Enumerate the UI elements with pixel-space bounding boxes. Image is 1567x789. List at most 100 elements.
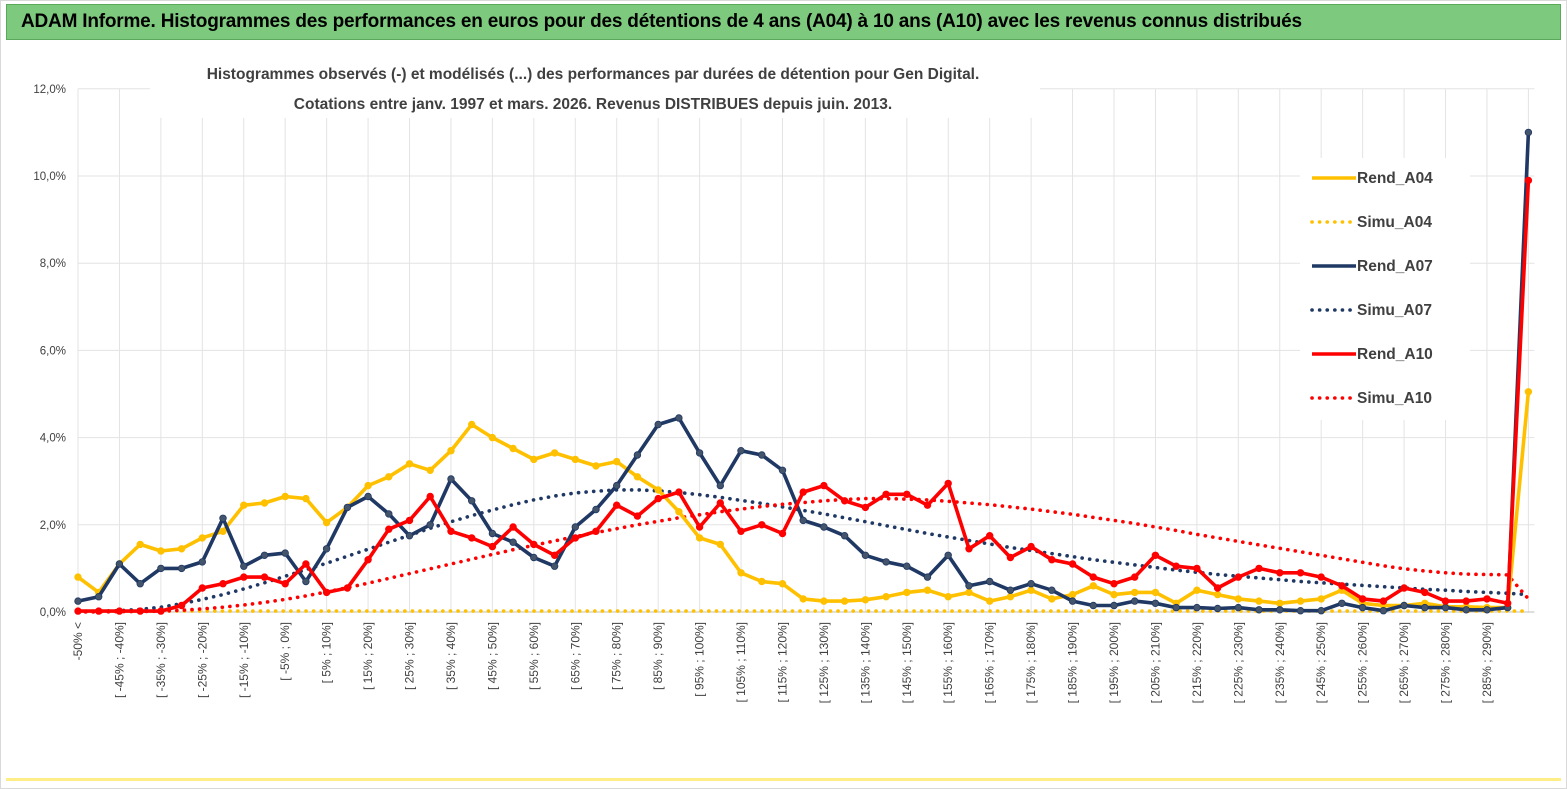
- point-rend-a10: [592, 527, 600, 535]
- point-rend-a07: [405, 532, 414, 540]
- point-rend-a10: [1524, 176, 1533, 185]
- point-rend-a10: [633, 512, 642, 520]
- point-rend-a07: [1048, 586, 1056, 594]
- x-tick-label: [ 215% ; 220%]: [1190, 622, 1204, 703]
- point-rend-a04: [488, 433, 497, 442]
- x-tick-label: [ -45% ; -40%]: [112, 622, 126, 698]
- point-rend-a04: [1130, 588, 1139, 597]
- point-rend-a10: [778, 529, 787, 538]
- point-rend-a04: [530, 455, 538, 464]
- point-rend-a10: [115, 607, 124, 615]
- point-rend-a04: [861, 596, 870, 604]
- point-rend-a04: [923, 586, 932, 594]
- point-rend-a10: [1400, 584, 1408, 592]
- series-rend-a07: [74, 128, 1533, 615]
- point-rend-a07: [1130, 597, 1139, 605]
- point-rend-a10: [1151, 551, 1160, 559]
- point-rend-a04: [157, 547, 165, 555]
- point-rend-a04: [322, 518, 331, 527]
- point-rend-a07: [115, 560, 124, 568]
- point-rend-a07: [1234, 603, 1242, 612]
- x-tick-label: [ 95% ; 100%]: [693, 622, 707, 697]
- point-rend-a10: [923, 501, 932, 509]
- x-tick-label: [ 255% ; 260%]: [1356, 622, 1370, 703]
- point-rend-a04: [1234, 595, 1242, 603]
- point-rend-a04: [219, 527, 227, 535]
- point-rend-a07: [1276, 606, 1284, 614]
- series-layer: [74, 128, 1533, 615]
- point-rend-a07: [1338, 599, 1346, 607]
- y-tick-label: 8,0%: [40, 258, 66, 270]
- point-rend-a07: [1172, 603, 1180, 612]
- point-rend-a07: [509, 538, 517, 546]
- series-simu-a07: [76, 488, 1531, 614]
- point-rend-a04: [1006, 593, 1015, 601]
- point-rend-a10: [654, 494, 662, 503]
- point-rend-a10: [260, 573, 269, 581]
- y-tick-label: 10,0%: [33, 171, 66, 183]
- x-tick-label: [ 35% ; 40%]: [444, 622, 458, 690]
- point-rend-a10: [302, 560, 310, 568]
- point-rend-a07: [1524, 128, 1533, 137]
- point-rend-a10: [820, 481, 828, 490]
- point-rend-a10: [986, 532, 994, 540]
- point-rend-a10: [1089, 573, 1097, 581]
- x-tick-label: [ 205% ; 210%]: [1148, 622, 1162, 703]
- point-rend-a04: [1317, 595, 1325, 603]
- point-rend-a07: [364, 492, 372, 501]
- x-tick-label: [ 75% ; 80%]: [610, 622, 624, 690]
- x-tick-label: [ 165% ; 170%]: [983, 622, 997, 703]
- point-rend-a04: [758, 577, 766, 586]
- point-rend-a04: [737, 569, 745, 577]
- point-rend-a04: [509, 444, 517, 453]
- x-tick-label: [ 235% ; 240%]: [1273, 622, 1287, 703]
- point-rend-a04: [1068, 590, 1077, 599]
- point-rend-a10: [1110, 580, 1118, 588]
- legend-label: Simu_A04: [1357, 214, 1432, 231]
- point-rend-a07: [177, 564, 186, 573]
- legend-label: Simu_A10: [1357, 390, 1432, 407]
- point-rend-a07: [799, 516, 807, 525]
- point-rend-a10: [1172, 562, 1180, 570]
- point-rend-a04: [1110, 590, 1118, 599]
- point-rend-a07: [1421, 603, 1429, 612]
- legend-item-rend-a04: Rend_A04: [1312, 170, 1433, 187]
- point-rend-a04: [1296, 597, 1305, 605]
- chart-title-background: [150, 54, 1040, 118]
- point-rend-a10: [1421, 588, 1429, 597]
- point-rend-a07: [198, 558, 206, 566]
- point-rend-a07: [136, 580, 144, 588]
- chart-title-box: Histogrammes observés (-) et modélisés (…: [150, 54, 1040, 118]
- point-rend-a07: [1213, 604, 1222, 613]
- point-rend-a10: [1441, 597, 1450, 605]
- legend-label: Rend_A10: [1357, 346, 1433, 363]
- point-rend-a10: [1462, 597, 1470, 605]
- point-rend-a10: [364, 556, 372, 564]
- point-rend-a10: [530, 540, 538, 549]
- point-rend-a10: [74, 607, 82, 615]
- point-rend-a04: [778, 580, 787, 588]
- x-tick-label: [ 145% ; 150%]: [900, 622, 914, 703]
- y-tick-label: 0,0%: [40, 607, 66, 619]
- x-tick-label: [ 185% ; 190%]: [1066, 622, 1080, 703]
- y-axis-ticks: 0,0% 2,0% 4,0% 6,0% 8,0% 10,0% 12,0%: [33, 84, 66, 619]
- series-line-simu-a07: [76, 488, 1531, 614]
- point-rend-a07: [1317, 607, 1325, 615]
- x-tick-label: [ -5% ; 0%]: [278, 622, 292, 681]
- x-tick-label: [ 195% ; 200%]: [1107, 622, 1121, 703]
- point-rend-a10: [571, 534, 579, 542]
- point-rend-a10: [281, 580, 289, 588]
- x-tick-label: [ 65% ; 70%]: [568, 622, 582, 690]
- chart-title-line-2: Cotations entre janv. 1997 et mars. 2026…: [294, 96, 892, 113]
- point-rend-a07: [1441, 603, 1450, 612]
- point-rend-a10: [177, 601, 186, 610]
- point-rend-a10: [240, 573, 248, 581]
- point-rend-a10: [426, 492, 434, 501]
- point-rend-a07: [613, 481, 621, 490]
- point-rend-a07: [1068, 597, 1077, 605]
- x-tick-label: [ -25% ; -20%]: [195, 622, 209, 698]
- point-rend-a04: [364, 481, 372, 490]
- point-rend-a10: [716, 499, 724, 507]
- point-rend-a04: [447, 447, 455, 455]
- point-rend-a10: [903, 490, 911, 498]
